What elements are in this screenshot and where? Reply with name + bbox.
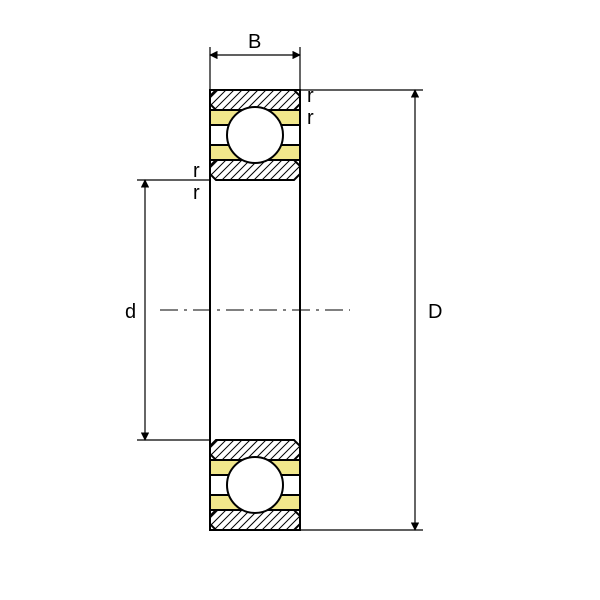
label-r-2: r	[193, 160, 200, 182]
ball-bot	[227, 457, 283, 513]
label-D: D	[428, 301, 442, 323]
label-d: d	[125, 301, 136, 323]
label-r-3: r	[193, 182, 200, 204]
label-r-1: r	[307, 107, 314, 129]
ball-top	[227, 107, 283, 163]
label-b: B	[248, 31, 261, 53]
label-r-0: r	[307, 85, 314, 107]
bearing-cross-section-diagram: BDdrrrr	[0, 0, 600, 600]
